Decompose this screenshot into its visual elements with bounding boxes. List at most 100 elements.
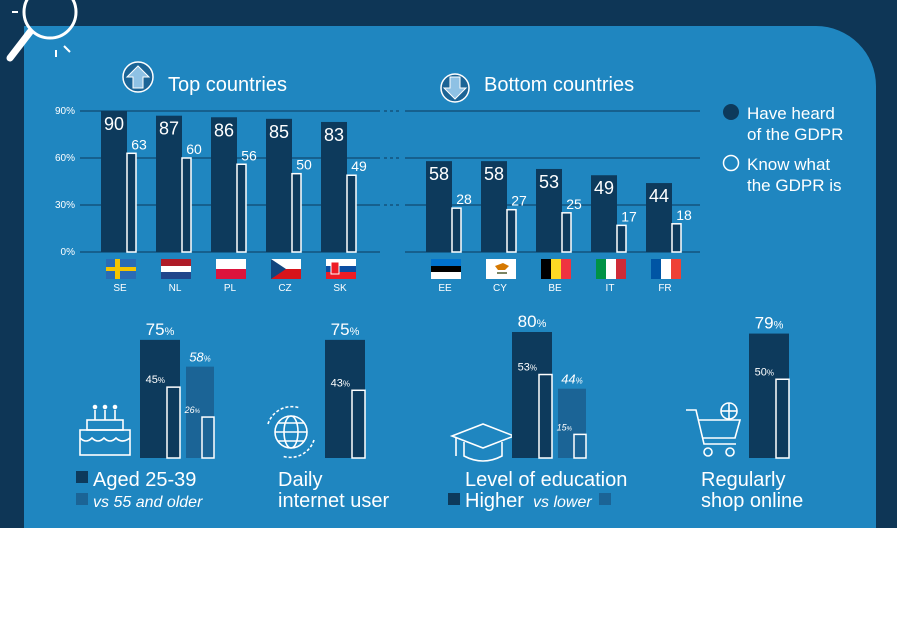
value-heard-cy: 58: [484, 164, 504, 184]
bar-know-fr: [671, 223, 682, 253]
value-heard-cz: 85: [269, 122, 289, 142]
bottom-countries-title: Bottom countries: [484, 74, 634, 96]
category-label-cz: CZ: [278, 283, 291, 294]
legend: Have heard of the GDPR Know what the GDP…: [722, 104, 843, 195]
bar-know-daily-internet-user: [351, 389, 366, 459]
bar-heard-sk: [321, 121, 347, 252]
value-heard-vs-lower: 44%: [561, 372, 583, 387]
bar-know-sk: [346, 174, 357, 253]
flag-se-icon: [106, 259, 136, 279]
flag-it-icon: [596, 259, 626, 279]
bar-know-cz: [291, 172, 302, 253]
value-heard-aged-25-39: 75%: [146, 320, 175, 339]
label-aged-25-39: Aged 25-39: [93, 469, 196, 491]
bar-know-be: [561, 212, 572, 253]
legend-swatch-higher: [448, 493, 460, 505]
value-know-nl: 60: [186, 141, 202, 157]
bar-know-cy: [506, 208, 517, 253]
category-label-fr: FR: [658, 283, 671, 294]
value-heard-daily-internet-user: 75%: [331, 320, 360, 339]
value-know-regularly-shop-online: 50%: [755, 366, 774, 378]
value-heard-be: 53: [539, 172, 559, 192]
bar-know-nl: [181, 157, 192, 253]
label-vs-55-older: vs 55 and older: [93, 494, 203, 511]
bar-heard-nl: [156, 115, 182, 252]
category-label-it: IT: [606, 283, 615, 294]
birthday-cake-icon: [79, 404, 131, 456]
bar-heard-be: [536, 168, 562, 252]
legend-label-know-1: Know what: [747, 155, 830, 174]
flag-nl-icon: [161, 259, 191, 279]
label-shop-online: shop online: [701, 490, 803, 512]
value-heard-sk: 83: [324, 125, 344, 145]
legend-swatch-aged: [76, 471, 88, 483]
bar-know-ee: [451, 207, 462, 253]
top-countries-title: Top countries: [168, 74, 287, 96]
legend-swatch-know: [722, 154, 740, 172]
graduation-cap-icon: [449, 423, 517, 462]
bar-heard-se: [101, 110, 127, 252]
label-regularly: Regularly: [701, 469, 785, 491]
category-label-cy: CY: [493, 283, 507, 294]
bar-know-vs-55-and-older: [201, 416, 215, 459]
value-heard-ee: 58: [429, 164, 449, 184]
value-heard-pl: 86: [214, 120, 234, 140]
y-tick-30: 30%: [55, 200, 75, 211]
value-know-pl: 56: [241, 147, 257, 163]
value-know-se: 63: [131, 136, 147, 152]
legend-swatch-older: [76, 493, 88, 505]
flag-cz-icon: [271, 259, 301, 279]
flag-pl-icon: [216, 259, 246, 279]
value-know-fr: 18: [676, 207, 692, 223]
category-label-ee: EE: [438, 283, 452, 294]
value-heard-vs-55-and-older: 58%: [189, 350, 211, 365]
y-tick-0: 0%: [61, 247, 76, 258]
value-heard-nl: 87: [159, 119, 179, 139]
globe-icon: [267, 405, 315, 459]
bar-know-it: [616, 224, 627, 253]
bar-heard-pl: [211, 117, 237, 253]
y-tick-60: 60%: [55, 153, 75, 164]
label-vs-lower: vs lower: [533, 494, 592, 511]
value-know-vs-lower: 15%: [557, 422, 573, 432]
legend-swatch-heard: [723, 104, 739, 120]
value-heard-regularly-shop-online: 79%: [755, 314, 784, 333]
value-know-sk: 49: [351, 158, 367, 174]
value-know-vs-55-and-older: 26%: [184, 405, 201, 415]
label-internet-user: internet user: [278, 490, 390, 512]
flag-ee-icon: [431, 259, 461, 279]
bar-know-se: [126, 152, 137, 253]
category-label-pl: PL: [224, 283, 237, 294]
bar-know-vs-lower: [573, 433, 587, 459]
value-know-cz: 50: [296, 157, 312, 173]
legend-label-heard-2: of the GDPR: [747, 125, 843, 144]
flag-sk-icon: [326, 259, 356, 279]
bar-know-pl: [236, 163, 247, 253]
bar-heard-it: [591, 175, 617, 252]
value-heard-it: 49: [594, 178, 614, 198]
value-know-cy: 27: [511, 193, 527, 209]
category-label-be: BE: [548, 283, 562, 294]
legend-label-heard-1: Have heard: [747, 104, 835, 123]
value-know-be: 25: [566, 196, 582, 212]
legend-swatch-lower: [599, 493, 611, 505]
bar-heard-cy: [481, 161, 507, 252]
bar-heard-fr: [646, 183, 672, 252]
flag-fr-icon: [651, 259, 681, 279]
value-know-daily-internet-user: 43%: [331, 377, 350, 389]
label-daily: Daily: [278, 469, 322, 491]
bar-heard-cz: [266, 118, 292, 252]
category-label-sk: SK: [333, 283, 347, 294]
value-know-aged-25-39: 45%: [146, 374, 165, 386]
bar-know-higher: [538, 373, 553, 459]
flag-be-icon: [541, 259, 571, 279]
shopping-cart-icon: [686, 402, 742, 457]
bar-heard-ee: [426, 161, 452, 252]
magnifier-icon: [6, 0, 78, 62]
category-label-se: SE: [113, 283, 127, 294]
value-heard-higher: 80%: [518, 312, 547, 331]
value-know-higher: 53%: [518, 362, 537, 374]
y-tick-90: 90%: [55, 106, 75, 117]
